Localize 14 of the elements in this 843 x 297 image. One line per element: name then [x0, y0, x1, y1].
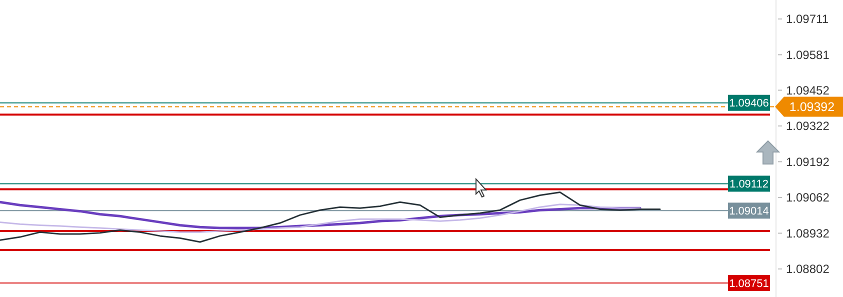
ref-line-label: 1.09392 — [789, 100, 835, 114]
y-tick-label: 1.09062 — [786, 190, 830, 205]
y-tick-label: 1.09452 — [786, 83, 830, 98]
ref-line-label: 1.09112 — [730, 178, 768, 191]
y-tick-label: 1.08802 — [786, 262, 830, 276]
ref-line-label: 1.09406 — [729, 98, 769, 110]
line-series — [0, 191, 661, 243]
y-tick-label: 1.09581 — [786, 48, 830, 62]
ref-line-label: 1.08751 — [729, 278, 769, 290]
y-tick-label: 1.09322 — [786, 119, 830, 134]
y-tick-label: 1.09711 — [786, 12, 829, 26]
y-tick-label: 1.09192 — [786, 154, 830, 169]
y-tick-label: 1.08932 — [786, 226, 830, 240]
ref-line-label: 1.09014 — [729, 206, 769, 218]
